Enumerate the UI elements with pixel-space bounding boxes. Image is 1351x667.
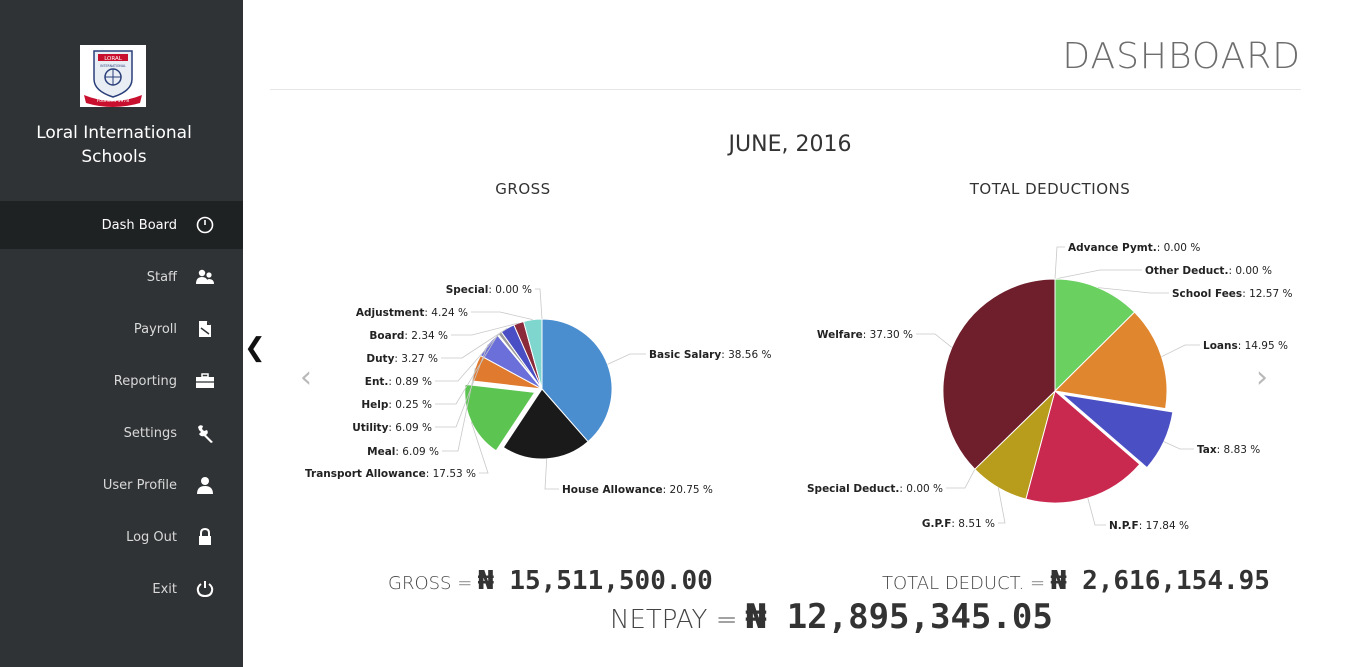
school-name-line1: Loral International [36,123,192,143]
deduction-label-g-p-f: G.P.F: 8.51 % [922,518,995,530]
deductions-total-label: TOTAL DEDUCT. = [882,573,1046,594]
gross-label-basic-salary: Basic Salary: 38.56 % [649,349,771,361]
deductions-chart-title: TOTAL DEDUCTIONS [969,180,1131,198]
gross-label-duty: Duty: 3.27 % [366,353,438,365]
deduction-connector-tax [1163,441,1194,450]
netpay-amount: ₦ 12,895,345.05 [745,597,1053,637]
deduction-slice-tax[interactable] [1060,393,1174,469]
svg-text:LORAL: LORAL [104,56,123,62]
deduction-slice-loans[interactable] [1053,311,1168,410]
gross-connector-help [435,334,499,405]
deduction-connector-special-deduct [946,469,976,489]
deduction-connector-loans [1161,344,1200,358]
deduction-slice-n-p-f[interactable] [1025,390,1141,504]
deductions-total: TOTAL DEDUCT. = ₦ 2,616,154.95 [882,566,1270,596]
gross-label-utility: Utility: 6.09 % [352,422,432,434]
gross-label-adjustment: Adjustment: 4.24 % [356,307,468,319]
sidebar-item-label: Reporting [113,373,177,389]
sidebar-item-dashboard[interactable]: Dash Board [0,201,243,249]
lock-icon [195,527,215,547]
school-name: Loral International Schools [0,121,228,169]
gross-slice-basic-salary[interactable] [541,318,613,443]
deduction-slice-school-fees[interactable] [1054,278,1136,393]
sidebar: LORAL INTERNATIONAL Founded 1978 Loral I… [0,0,243,667]
gross-connector-duty [441,327,508,359]
deduction-label-special-deduct: Special Deduct.: 0.00 % [807,483,943,495]
clock-icon [195,215,215,235]
netpay-label: NETPAY = [610,605,738,635]
carousel-next-button[interactable]: › [1256,360,1268,395]
period-heading: JUNE, 2016 [728,132,852,157]
deductions-total-amount: ₦ 2,616,154.95 [1050,566,1270,596]
gross-label-board: Board: 2.34 % [369,330,448,342]
gross-connector-adjustment [471,311,533,321]
gross-label-house-allowance: House Allowance: 20.75 % [562,484,713,496]
gross-chart-title: GROSS [495,180,551,198]
deduction-label-welfare: Welfare: 37.30 % [817,329,913,341]
gross-total-label: GROSS = [388,573,473,594]
carousel-prev-button[interactable]: ‹ [300,360,312,395]
gross-connector-transport-allowance [470,421,489,474]
deduction-connector-g-p-f [997,487,1006,524]
user-icon [195,475,215,495]
deduction-label-tax: Tax: 8.83 % [1197,444,1260,456]
gross-label-ent: Ent.: 0.89 % [365,376,432,388]
document-icon [195,319,215,339]
sidebar-item-label: Dash Board [101,217,177,233]
deduction-label-advance-pymt: Advance Pymt.: 0.00 % [1068,242,1200,254]
gross-connector-meal [442,367,476,452]
gross-connector-ent [435,332,501,382]
sidebar-item-label: User Profile [102,477,177,493]
sidebar-item-label: Exit [152,581,177,597]
deduction-connector-n-p-f [1087,497,1106,526]
page-title: DASHBOARD [1062,36,1301,77]
gross-connector-board [451,322,519,336]
school-name-line2: Schools [81,147,147,167]
deduction-connector-school-fees [1098,287,1169,294]
school-logo: LORAL INTERNATIONAL Founded 1978 [80,45,146,107]
power-icon [195,579,215,599]
wrench-icon [195,423,215,443]
gross-total-amount: ₦ 15,511,500.00 [478,566,713,596]
svg-text:INTERNATIONAL: INTERNATIONAL [100,64,126,68]
deduction-connector-advance-pymt [1054,246,1065,280]
gross-label-transport-allowance: Transport Allowance: 17.53 % [305,468,476,480]
sidebar-item-label: Payroll [133,321,177,337]
svg-text:Founded 1978: Founded 1978 [97,98,129,104]
sidebar-item-settings[interactable]: Settings [0,409,243,457]
sidebar-item-exit[interactable]: Exit [0,565,243,613]
deduction-connector-other-deduct [1054,269,1142,280]
deduction-connector-welfare [916,333,953,348]
sidebar-item-reporting[interactable]: Reporting [0,357,243,405]
gross-connector-house-allowance [544,458,559,490]
deduction-label-n-p-f: N.P.F: 17.84 % [1109,520,1189,532]
sidebar-item-user-profile[interactable]: User Profile [0,461,243,509]
netpay-total: NETPAY = ₦ 12,895,345.05 [610,597,1053,637]
sidebar-item-label: Settings [123,425,177,441]
sidebar-item-staff[interactable]: Staff [0,253,243,301]
gross-connector-special [535,288,543,320]
briefcase-icon [195,371,215,391]
title-divider [270,89,1301,90]
gross-label-special: Special: 0.00 % [446,284,532,296]
deduction-label-school-fees: School Fees: 12.57 % [1172,288,1292,300]
sidebar-item-label: Staff [146,269,177,285]
sidebar-item-log-out[interactable]: Log Out [0,513,243,561]
deduction-label-other-deduct: Other Deduct.: 0.00 % [1145,265,1272,277]
gross-total: GROSS = ₦ 15,511,500.00 [388,566,713,596]
users-icon [195,267,215,287]
sidebar-item-label: Log Out [126,529,177,545]
gross-label-meal: Meal: 6.09 % [367,446,439,458]
gross-connector-utility [435,344,489,428]
gross-label-help: Help: 0.25 % [361,399,432,411]
gross-connector-basic-salary [607,353,646,365]
deduction-label-loans: Loans: 14.95 % [1203,340,1288,352]
sidebar-item-payroll[interactable]: Payroll [0,305,243,353]
